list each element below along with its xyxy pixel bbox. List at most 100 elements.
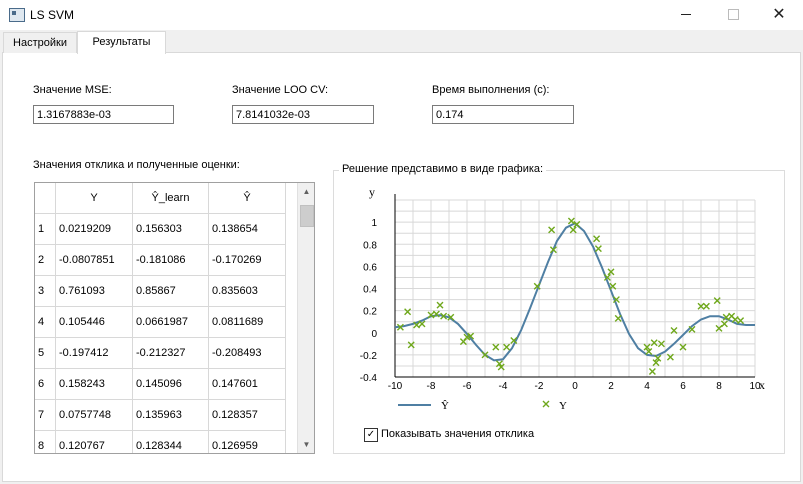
data-point (679, 343, 687, 351)
y-tick-label: 0.2 (363, 307, 377, 318)
table-scrollbar[interactable]: ▲ ▼ (297, 183, 314, 453)
x-tick-label: 8 (716, 381, 722, 392)
maximize-button[interactable] (710, 0, 756, 30)
corner-header (35, 183, 56, 214)
y-axis-label: y (369, 185, 375, 199)
x-tick-label: -6 (463, 381, 472, 392)
mse-label: Значение MSE: (33, 84, 112, 96)
loo-cv-field[interactable]: 7.8141032e-03 (232, 105, 374, 124)
data-point (652, 359, 660, 367)
data-point (510, 336, 518, 344)
x-tick-label: -4 (499, 381, 508, 392)
data-point (418, 320, 426, 328)
table-cell[interactable]: 0.835603 (209, 276, 286, 307)
data-point (549, 246, 557, 254)
data-point (404, 308, 412, 316)
table-cell[interactable]: -0.170269 (209, 245, 286, 276)
y-tick-label: 0.6 (363, 262, 377, 273)
column-header-y[interactable]: Y (56, 183, 133, 214)
row-header[interactable]: 6 (35, 369, 56, 400)
data-point (737, 317, 745, 325)
legend-label-y-hat: Ŷ (441, 400, 449, 412)
maximize-icon (727, 9, 739, 21)
data-point (436, 301, 444, 309)
loo-cv-label: Значение LOO CV: (232, 84, 329, 96)
data-point (643, 343, 651, 351)
data-point (407, 341, 415, 349)
mse-field[interactable]: 1.3167883e-03 (33, 105, 174, 124)
table-cell[interactable]: 0.761093 (56, 276, 133, 307)
row-header[interactable]: 2 (35, 245, 56, 276)
data-point (603, 273, 611, 281)
table-cell[interactable]: 0.156303 (133, 214, 209, 245)
table-cell[interactable]: 0.128344 (133, 431, 209, 453)
data-point (427, 311, 435, 319)
table-cell[interactable]: 0.145096 (133, 369, 209, 400)
legend-label-y: Y (559, 400, 567, 412)
scroll-thumb[interactable] (300, 205, 314, 227)
y-tick-label: -0.2 (360, 351, 378, 362)
results-table[interactable]: Y Ŷ_learn Ŷ 1 0.0219209 0.156303 0.13865… (34, 182, 315, 454)
row-header[interactable]: 8 (35, 431, 56, 453)
table-cell[interactable]: -0.212327 (133, 338, 209, 369)
table-cell[interactable]: 0.85867 (133, 276, 209, 307)
close-button[interactable]: ✕ (756, 0, 802, 30)
table-cell[interactable]: 0.158243 (56, 369, 133, 400)
row-header[interactable]: 4 (35, 307, 56, 338)
y-tick-label: 0.8 (363, 240, 377, 251)
table-cell[interactable]: 0.128357 (209, 400, 286, 431)
data-point (670, 327, 678, 335)
legend-point-swatch (542, 400, 550, 408)
close-icon: ✕ (772, 6, 786, 23)
column-header-y-learn[interactable]: Ŷ_learn (133, 183, 209, 214)
data-point (440, 312, 448, 320)
table-cell[interactable]: -0.181086 (133, 245, 209, 276)
table-cell[interactable]: 0.0661987 (133, 307, 209, 338)
table-cell[interactable]: 0.120767 (56, 431, 133, 453)
column-header-y-hat[interactable]: Ŷ (209, 183, 286, 214)
chart-axes: -10 -8 -6 -4 -2 0 2 4 6 8 10 -0.4 -0.2 0 0.2 0.4 0.6 0.8 1… (360, 185, 765, 392)
table-cell[interactable]: 0.105446 (56, 307, 133, 338)
data-point (497, 363, 505, 371)
table-cell[interactable]: -0.0807851 (56, 245, 133, 276)
tab-results[interactable]: Результаты (77, 31, 166, 54)
x-tick-label: 6 (680, 381, 686, 392)
table-cell[interactable]: 0.135963 (133, 400, 209, 431)
row-header[interactable]: 5 (35, 338, 56, 369)
table-cell[interactable]: 0.0219209 (56, 214, 133, 245)
data-point (567, 217, 575, 225)
data-point (569, 226, 577, 234)
window-title: LS SVM (30, 8, 75, 22)
table-cell[interactable]: 0.0811689 (209, 307, 286, 338)
minimize-button[interactable] (663, 0, 709, 30)
table-cell[interactable]: -0.197412 (56, 338, 133, 369)
data-point (697, 302, 705, 310)
row-header[interactable]: 3 (35, 276, 56, 307)
solution-chart: -10 -8 -6 -4 -2 0 2 4 6 8 10 -0.4 -0.2 0 0.2 0.4 0.6 0.8 1… (360, 185, 765, 412)
scroll-down-icon[interactable]: ▼ (302, 440, 311, 449)
table-cell[interactable]: 0.0757748 (56, 400, 133, 431)
data-point (702, 302, 710, 310)
time-label: Время выполнения (с): (432, 84, 550, 96)
table-cell[interactable]: -0.208493 (209, 338, 286, 369)
data-point (573, 220, 581, 228)
data-point (688, 325, 696, 333)
show-response-label[interactable]: Показывать значения отклика (381, 428, 535, 440)
table-cell[interactable]: 0.147601 (209, 369, 286, 400)
data-point (447, 313, 455, 321)
x-tick-label: 2 (608, 381, 614, 392)
show-response-checkbox[interactable]: ✓ (364, 428, 378, 442)
data-point (593, 235, 601, 243)
y-tick-label: -0.4 (360, 373, 378, 384)
row-header[interactable]: 1 (35, 214, 56, 245)
table-cell[interactable]: 0.138654 (209, 214, 286, 245)
data-point (609, 282, 617, 290)
data-point (533, 282, 541, 290)
time-field[interactable]: 0.174 (432, 105, 574, 124)
tab-settings[interactable]: Настройки (3, 32, 77, 53)
table-cell[interactable]: 0.126959 (209, 431, 286, 453)
data-point (654, 354, 662, 362)
data-point (432, 310, 440, 318)
scroll-up-icon[interactable]: ▲ (302, 187, 311, 196)
row-header[interactable]: 7 (35, 400, 56, 431)
